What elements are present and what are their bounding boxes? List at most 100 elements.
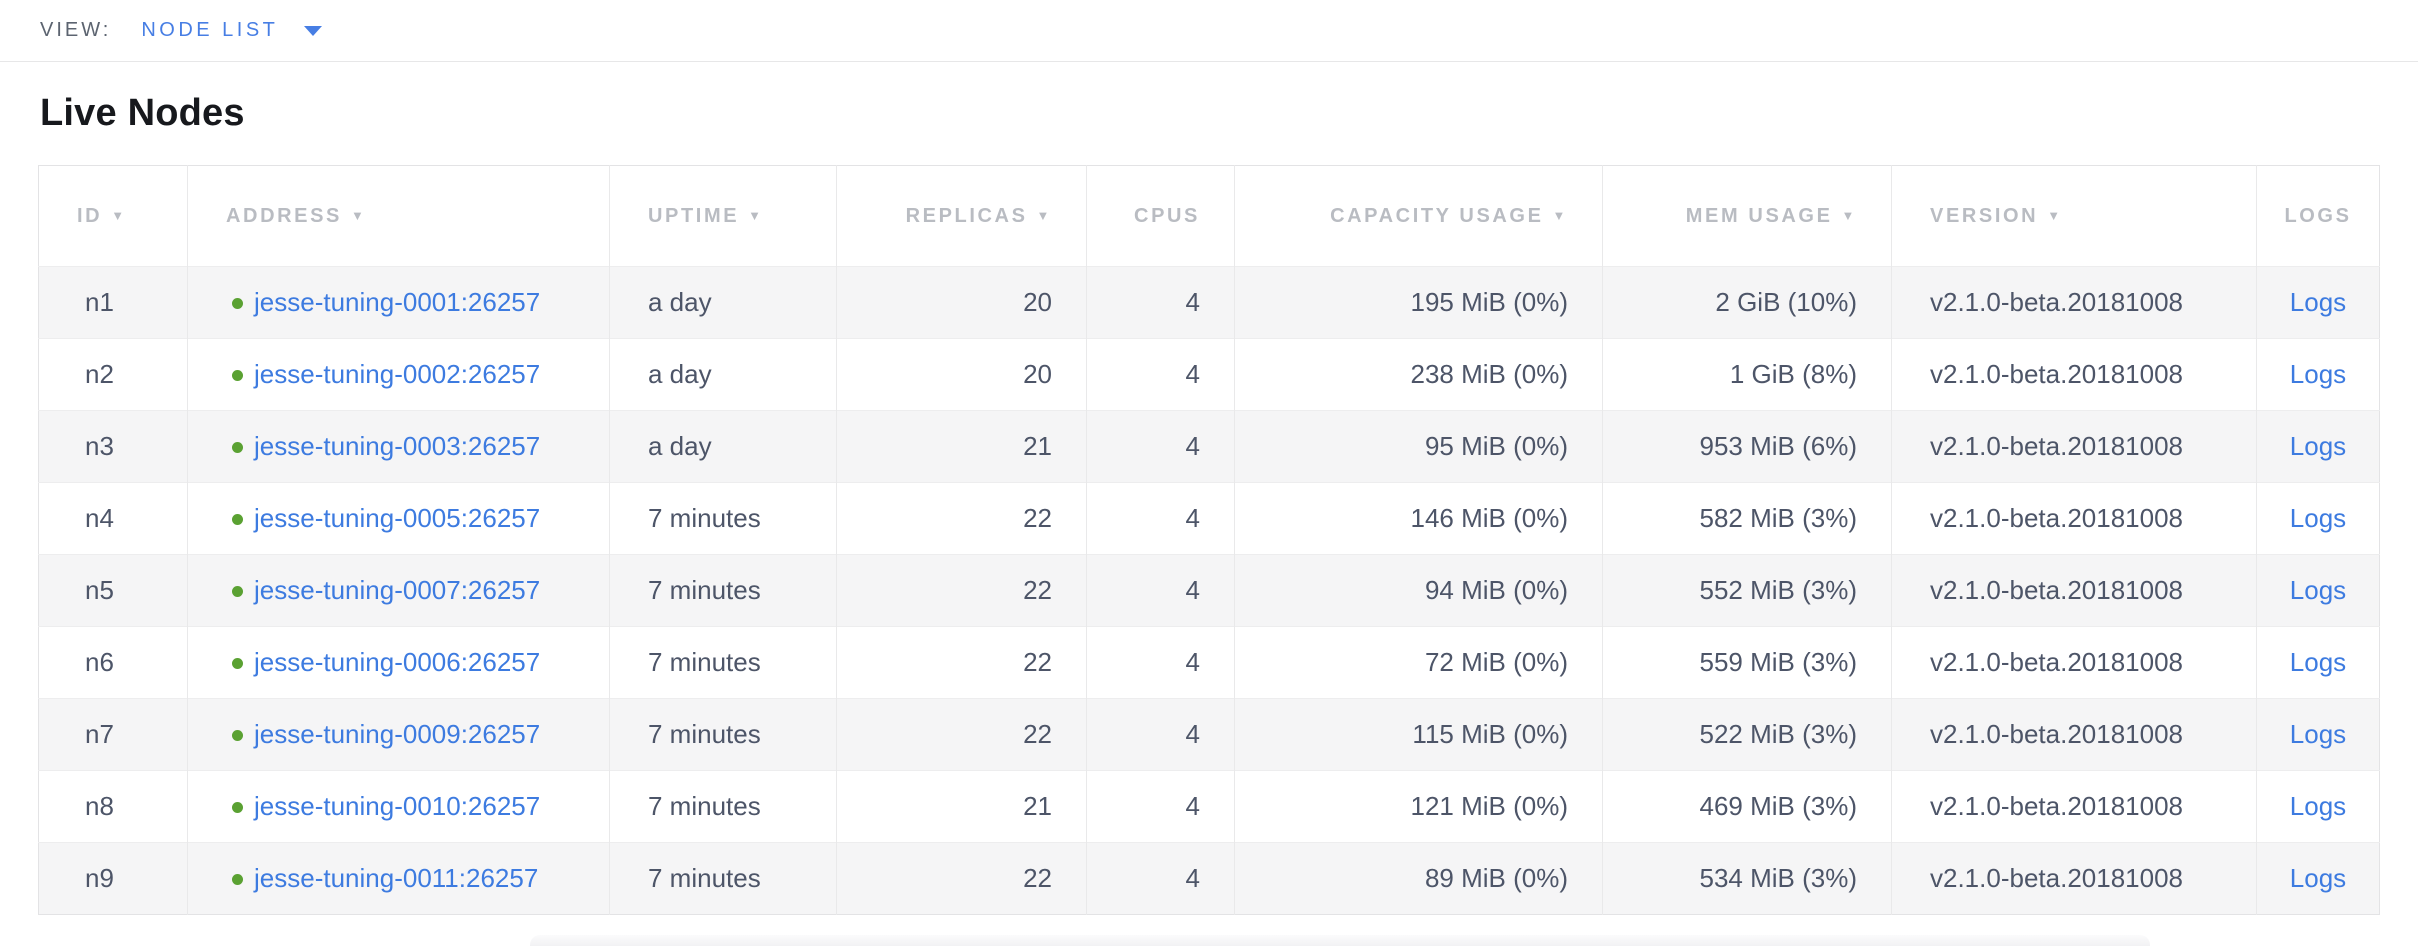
node-uptime-cell: 7 minutes [609, 482, 837, 555]
node-replicas-cell: 21 [836, 770, 1087, 843]
node-cpus-cell: 4 [1086, 266, 1235, 339]
node-mem-cell: 1 GiB (8%) [1602, 338, 1892, 411]
node-logs-cell: Logs [2256, 698, 2380, 771]
node-row: n4 jesse-tuning-0005:26257 7 minutes 22 … [38, 482, 2380, 555]
node-logs-link[interactable]: Logs [2289, 431, 2347, 461]
node-cpus-cell: 4 [1086, 626, 1235, 699]
node-address-link[interactable]: jesse-tuning-0010:26257 [254, 791, 541, 821]
node-capacity-cell: 95 MiB (0%) [1234, 410, 1603, 483]
node-version-cell: v2.1.0-beta.20181008 [1891, 410, 2257, 483]
node-id-cell: n4 [38, 482, 188, 555]
node-id-cell: n9 [38, 842, 188, 915]
sort-desc-icon: ▼ [1841, 207, 1857, 223]
node-cpus-cell: 4 [1086, 410, 1235, 483]
node-row: n8 jesse-tuning-0010:26257 7 minutes 21 … [38, 770, 2380, 843]
node-uptime-cell: 7 minutes [609, 770, 837, 843]
node-address-link[interactable]: jesse-tuning-0006:26257 [254, 647, 541, 677]
node-address-cell: jesse-tuning-0001:26257 [187, 266, 610, 339]
node-address-link[interactable]: jesse-tuning-0011:26257 [254, 863, 539, 893]
table-header-row: ID▼ ADDRESS▼ UPTIME▼ REPLICAS▼ CPUS▼ CAP… [38, 165, 2380, 267]
node-replicas-cell: 20 [836, 266, 1087, 339]
node-logs-cell: Logs [2256, 266, 2380, 339]
node-logs-link[interactable]: Logs [2289, 791, 2347, 821]
node-version-cell: v2.1.0-beta.20181008 [1891, 698, 2257, 771]
node-address-link[interactable]: jesse-tuning-0002:26257 [254, 359, 541, 389]
column-header-logs[interactable]: LOGS▼ [2256, 165, 2380, 267]
node-uptime-cell: 7 minutes [609, 626, 837, 699]
node-address-link[interactable]: jesse-tuning-0009:26257 [254, 719, 541, 749]
sort-desc-icon: ▼ [1552, 207, 1568, 223]
node-logs-link[interactable]: Logs [2289, 575, 2347, 605]
node-address-link[interactable]: jesse-tuning-0003:26257 [254, 431, 541, 461]
node-mem-cell: 2 GiB (10%) [1602, 266, 1892, 339]
node-cpus-cell: 4 [1086, 554, 1235, 627]
node-logs-link[interactable]: Logs [2289, 287, 2347, 317]
node-address-link[interactable]: jesse-tuning-0007:26257 [254, 575, 541, 605]
column-header-id[interactable]: ID ▼ [38, 165, 188, 267]
node-id-cell: n3 [38, 410, 188, 483]
node-id-cell: n1 [38, 266, 188, 339]
node-version-cell: v2.1.0-beta.20181008 [1891, 554, 2257, 627]
node-version-cell: v2.1.0-beta.20181008 [1891, 266, 2257, 339]
node-logs-link[interactable]: Logs [2289, 503, 2347, 533]
node-address-link[interactable]: jesse-tuning-0005:26257 [254, 503, 541, 533]
node-address-cell: jesse-tuning-0003:26257 [187, 410, 610, 483]
node-replicas-cell: 22 [836, 626, 1087, 699]
table-body: n1 jesse-tuning-0001:26257 a day 20 4 19… [38, 266, 2380, 915]
column-header-uptime[interactable]: UPTIME ▼ [609, 165, 837, 267]
column-header-address[interactable]: ADDRESS ▼ [187, 165, 610, 267]
node-id-cell: n7 [38, 698, 188, 771]
view-selected-value: NODE LIST [141, 19, 279, 41]
node-logs-link[interactable]: Logs [2289, 719, 2347, 749]
node-logs-link[interactable]: Logs [2289, 359, 2347, 389]
node-cpus-cell: 4 [1086, 842, 1235, 915]
node-mem-cell: 953 MiB (6%) [1602, 410, 1892, 483]
node-mem-cell: 534 MiB (3%) [1602, 842, 1892, 915]
node-address-link[interactable]: jesse-tuning-0001:26257 [254, 287, 541, 317]
node-id-cell: n5 [38, 554, 188, 627]
node-id-cell: n2 [38, 338, 188, 411]
node-mem-cell: 522 MiB (3%) [1602, 698, 1892, 771]
node-cpus-cell: 4 [1086, 338, 1235, 411]
column-header-mem-usage[interactable]: MEM USAGE ▼ [1602, 165, 1892, 267]
node-logs-link[interactable]: Logs [2289, 647, 2347, 677]
live-nodes-table: ID▼ ADDRESS▼ UPTIME▼ REPLICAS▼ CPUS▼ CAP… [38, 165, 2380, 915]
node-address-cell: jesse-tuning-0002:26257 [187, 338, 610, 411]
node-address-cell: jesse-tuning-0009:26257 [187, 698, 610, 771]
node-capacity-cell: 195 MiB (0%) [1234, 266, 1603, 339]
node-capacity-cell: 72 MiB (0%) [1234, 626, 1603, 699]
node-live-status-icon [232, 298, 243, 309]
node-replicas-cell: 22 [836, 482, 1087, 555]
column-header-version[interactable]: VERSION ▼ [1891, 165, 2257, 267]
node-live-status-icon [232, 802, 243, 813]
node-uptime-cell: a day [609, 410, 837, 483]
node-logs-cell: Logs [2256, 626, 2380, 699]
node-live-status-icon [232, 874, 243, 885]
node-version-cell: v2.1.0-beta.20181008 [1891, 770, 2257, 843]
sort-desc-icon: ▼ [2047, 207, 2063, 223]
view-selector-dropdown[interactable]: NODE LIST [141, 19, 323, 42]
column-header-capacity-usage[interactable]: CAPACITY USAGE ▼ [1234, 165, 1603, 267]
node-replicas-cell: 21 [836, 410, 1087, 483]
node-logs-cell: Logs [2256, 554, 2380, 627]
node-live-status-icon [232, 514, 243, 525]
node-logs-link[interactable]: Logs [2289, 863, 2347, 893]
node-address-cell: jesse-tuning-0010:26257 [187, 770, 610, 843]
sort-desc-icon: ▼ [351, 207, 367, 223]
node-uptime-cell: 7 minutes [609, 554, 837, 627]
node-id-cell: n8 [38, 770, 188, 843]
node-capacity-cell: 146 MiB (0%) [1234, 482, 1603, 555]
node-replicas-cell: 20 [836, 338, 1087, 411]
node-row: n1 jesse-tuning-0001:26257 a day 20 4 19… [38, 266, 2380, 339]
node-replicas-cell: 22 [836, 842, 1087, 915]
node-logs-cell: Logs [2256, 338, 2380, 411]
node-address-cell: jesse-tuning-0007:26257 [187, 554, 610, 627]
node-live-status-icon [232, 442, 243, 453]
live-nodes-section: ID▼ ADDRESS▼ UPTIME▼ REPLICAS▼ CPUS▼ CAP… [0, 165, 2418, 915]
column-header-replicas[interactable]: REPLICAS ▼ [836, 165, 1087, 267]
column-header-cpus[interactable]: CPUS▼ [1086, 165, 1235, 267]
node-live-status-icon [232, 370, 243, 381]
node-capacity-cell: 115 MiB (0%) [1234, 698, 1603, 771]
node-cpus-cell: 4 [1086, 698, 1235, 771]
node-uptime-cell: a day [609, 338, 837, 411]
